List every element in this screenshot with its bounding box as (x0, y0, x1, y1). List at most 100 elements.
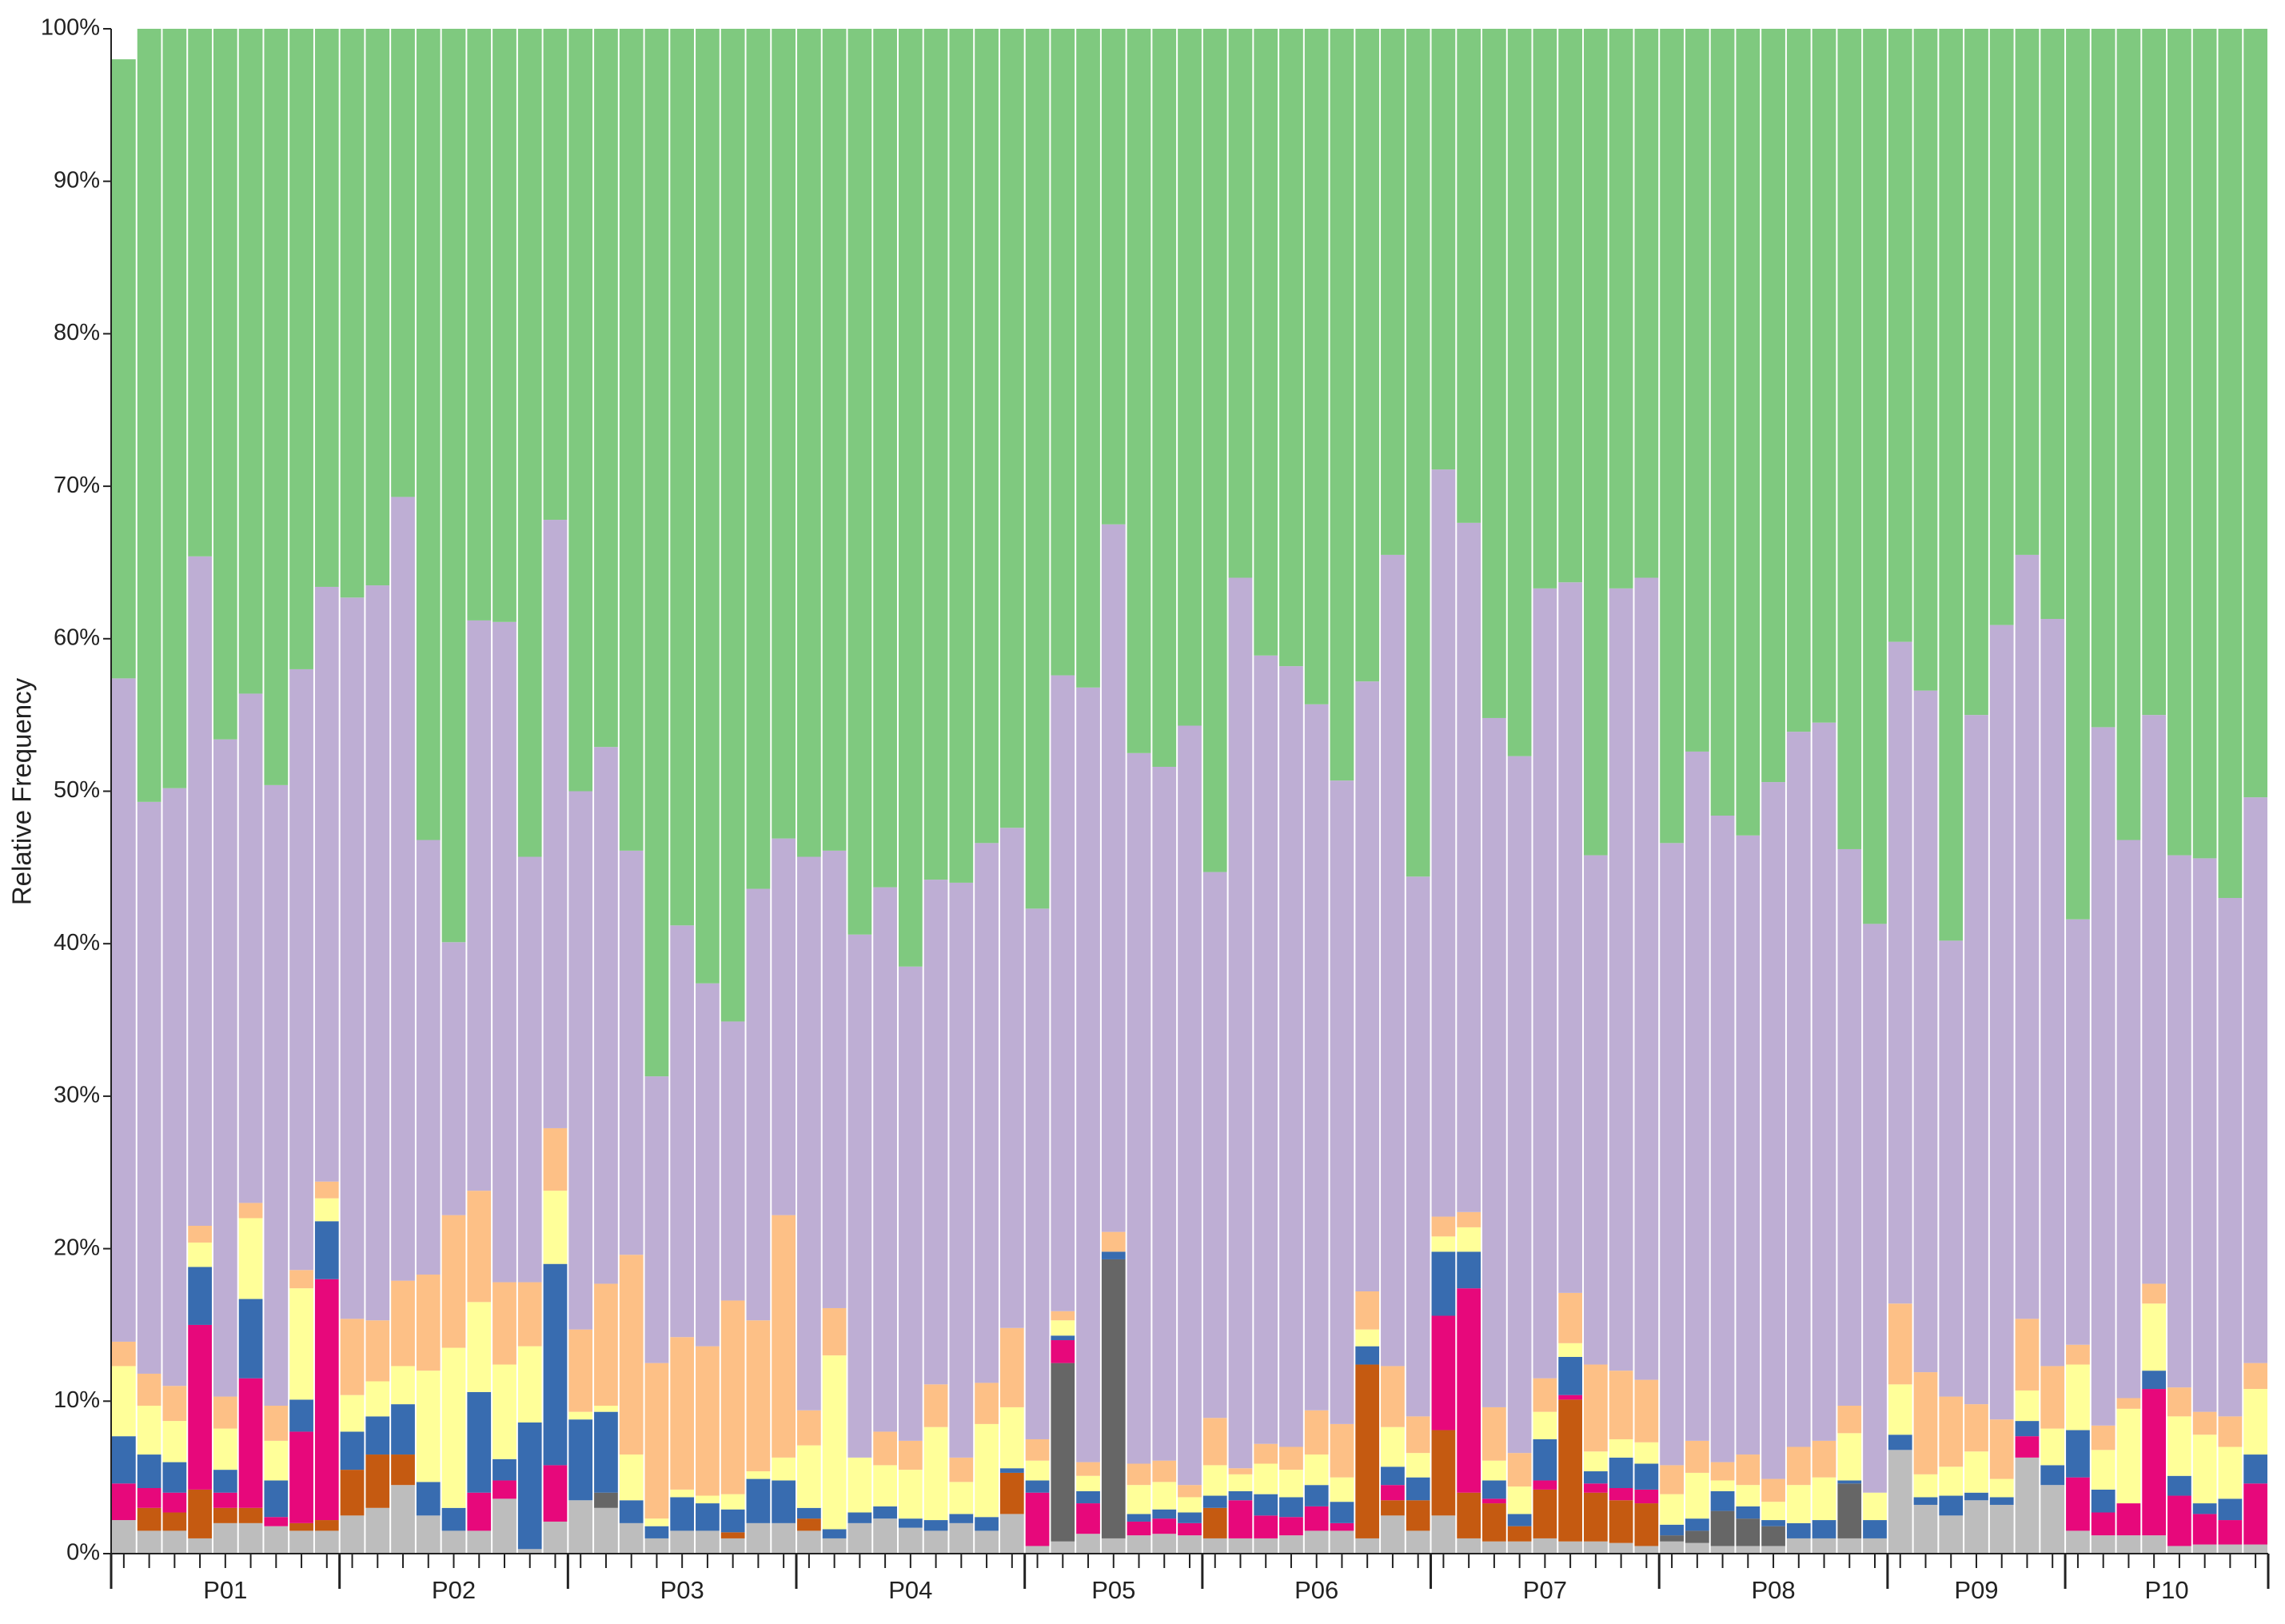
bar-segment (1710, 1480, 1735, 1491)
bar-segment (492, 621, 516, 1283)
bar-segment (467, 1302, 492, 1392)
bar-segment (365, 1320, 390, 1382)
bar-segment (847, 1457, 872, 1513)
bar-segment (2192, 1434, 2217, 1504)
bar-segment (1812, 1440, 1836, 1478)
bar-segment (1736, 1454, 1761, 1486)
bar-segment (1863, 1538, 1887, 1554)
bar-segment (1431, 29, 1456, 470)
bar-segment (264, 29, 289, 785)
bar-segment (949, 1514, 974, 1523)
bar-segment (1964, 1451, 1988, 1493)
bar-segment (1533, 1480, 1557, 1490)
bar-segment (619, 850, 644, 1255)
bar-segment (1812, 1538, 1836, 1554)
bar-segment (2066, 29, 2090, 920)
bar-segment (1457, 522, 1481, 1212)
bar-segment (2091, 29, 2116, 728)
bar-segment (1558, 582, 1582, 1293)
bar-segment (873, 887, 897, 1432)
bar-segment (594, 1411, 618, 1493)
bar-segment (1710, 1546, 1735, 1554)
bar-segment (1482, 1407, 1506, 1461)
bar-segment (720, 1494, 745, 1510)
bar-segment (1127, 752, 1151, 1464)
bar-segment (1076, 1475, 1100, 1491)
bar-segment (746, 1522, 771, 1554)
bar-segment (1507, 1541, 1532, 1554)
bar-segment (1152, 29, 1177, 767)
bar-segment (1381, 554, 1405, 1367)
bar-segment (2040, 1465, 2065, 1486)
bar-segment (1609, 1371, 1633, 1439)
bar-segment (2142, 1303, 2167, 1371)
bar-segment (365, 29, 390, 586)
y-tick-label: 20% (54, 1235, 100, 1260)
bar-segment (1685, 1542, 1709, 1554)
bar-segment (1888, 1303, 1912, 1385)
bar-segment (1381, 1466, 1405, 1486)
bar-segment (1736, 29, 1761, 836)
bar-segment (289, 1522, 313, 1531)
bar-segment (2116, 1503, 2141, 1536)
bar-segment (1330, 1502, 1354, 1523)
bar-segment (1228, 1538, 1253, 1554)
bar-segment (391, 1280, 415, 1367)
group-label: P08 (1751, 1576, 1795, 1604)
bar-segment (1025, 1438, 1050, 1461)
bar-segment (1051, 675, 1075, 1311)
bar-segment (112, 1366, 136, 1437)
bar-segment (1939, 29, 1964, 941)
bar-segment (1381, 29, 1405, 555)
bar-segment (1178, 1535, 1202, 1554)
bar-segment (670, 925, 695, 1338)
bar-segment (213, 739, 237, 1397)
bar-segment (1304, 1410, 1329, 1455)
bar-segment (822, 1355, 847, 1530)
bar-segment (314, 586, 339, 1182)
bar-segment (1660, 1465, 1684, 1494)
bar-segment (1507, 756, 1532, 1454)
bar-segment (1228, 1474, 1253, 1491)
bar-segment (2066, 1530, 2090, 1554)
bar-segment (543, 29, 568, 521)
group-label: P02 (432, 1576, 476, 1604)
bar-segment (2066, 1344, 2090, 1365)
bar-segment (1431, 1216, 1456, 1237)
bar-segment (1736, 1506, 1761, 1519)
bar-segment (1558, 1395, 1582, 1400)
bar-segment (1279, 1470, 1303, 1498)
bar-segment (1457, 1251, 1481, 1289)
bar-segment (1431, 1315, 1456, 1430)
bar-segment (2167, 855, 2191, 1388)
bar-segment (314, 29, 339, 587)
bar-segment (238, 1378, 263, 1508)
bar-segment (670, 1489, 695, 1498)
bar-segment (1254, 1494, 1278, 1516)
bar-segment (1178, 725, 1202, 1486)
bar-segment (644, 1076, 669, 1363)
bar-segment (1558, 1292, 1582, 1343)
bar-segment (1710, 29, 1735, 816)
bar-segment (1989, 1478, 2014, 1498)
bar-segment (1812, 722, 1836, 1441)
bar-segment (314, 1520, 339, 1531)
bar-segment (797, 1410, 821, 1446)
bar-segment (1634, 1463, 1659, 1490)
bar-segment (1254, 1538, 1278, 1554)
bar-segment (1736, 835, 1761, 1455)
bar-segment (1939, 1466, 1964, 1496)
bar-segment (898, 1470, 923, 1519)
bar-segment (1127, 1463, 1151, 1486)
bar-segment (162, 1512, 187, 1531)
bar-segment (314, 1198, 339, 1222)
bar-segment (264, 784, 289, 1407)
bar-segment (1355, 1329, 1380, 1347)
bar-segment (1304, 1530, 1329, 1554)
bar-segment (543, 1191, 568, 1264)
bar-segment (1254, 1443, 1278, 1464)
bar-segment (289, 29, 313, 669)
bar-segment (1254, 1463, 1278, 1494)
bar-segment (720, 1300, 745, 1494)
bar-segment (492, 1282, 516, 1365)
